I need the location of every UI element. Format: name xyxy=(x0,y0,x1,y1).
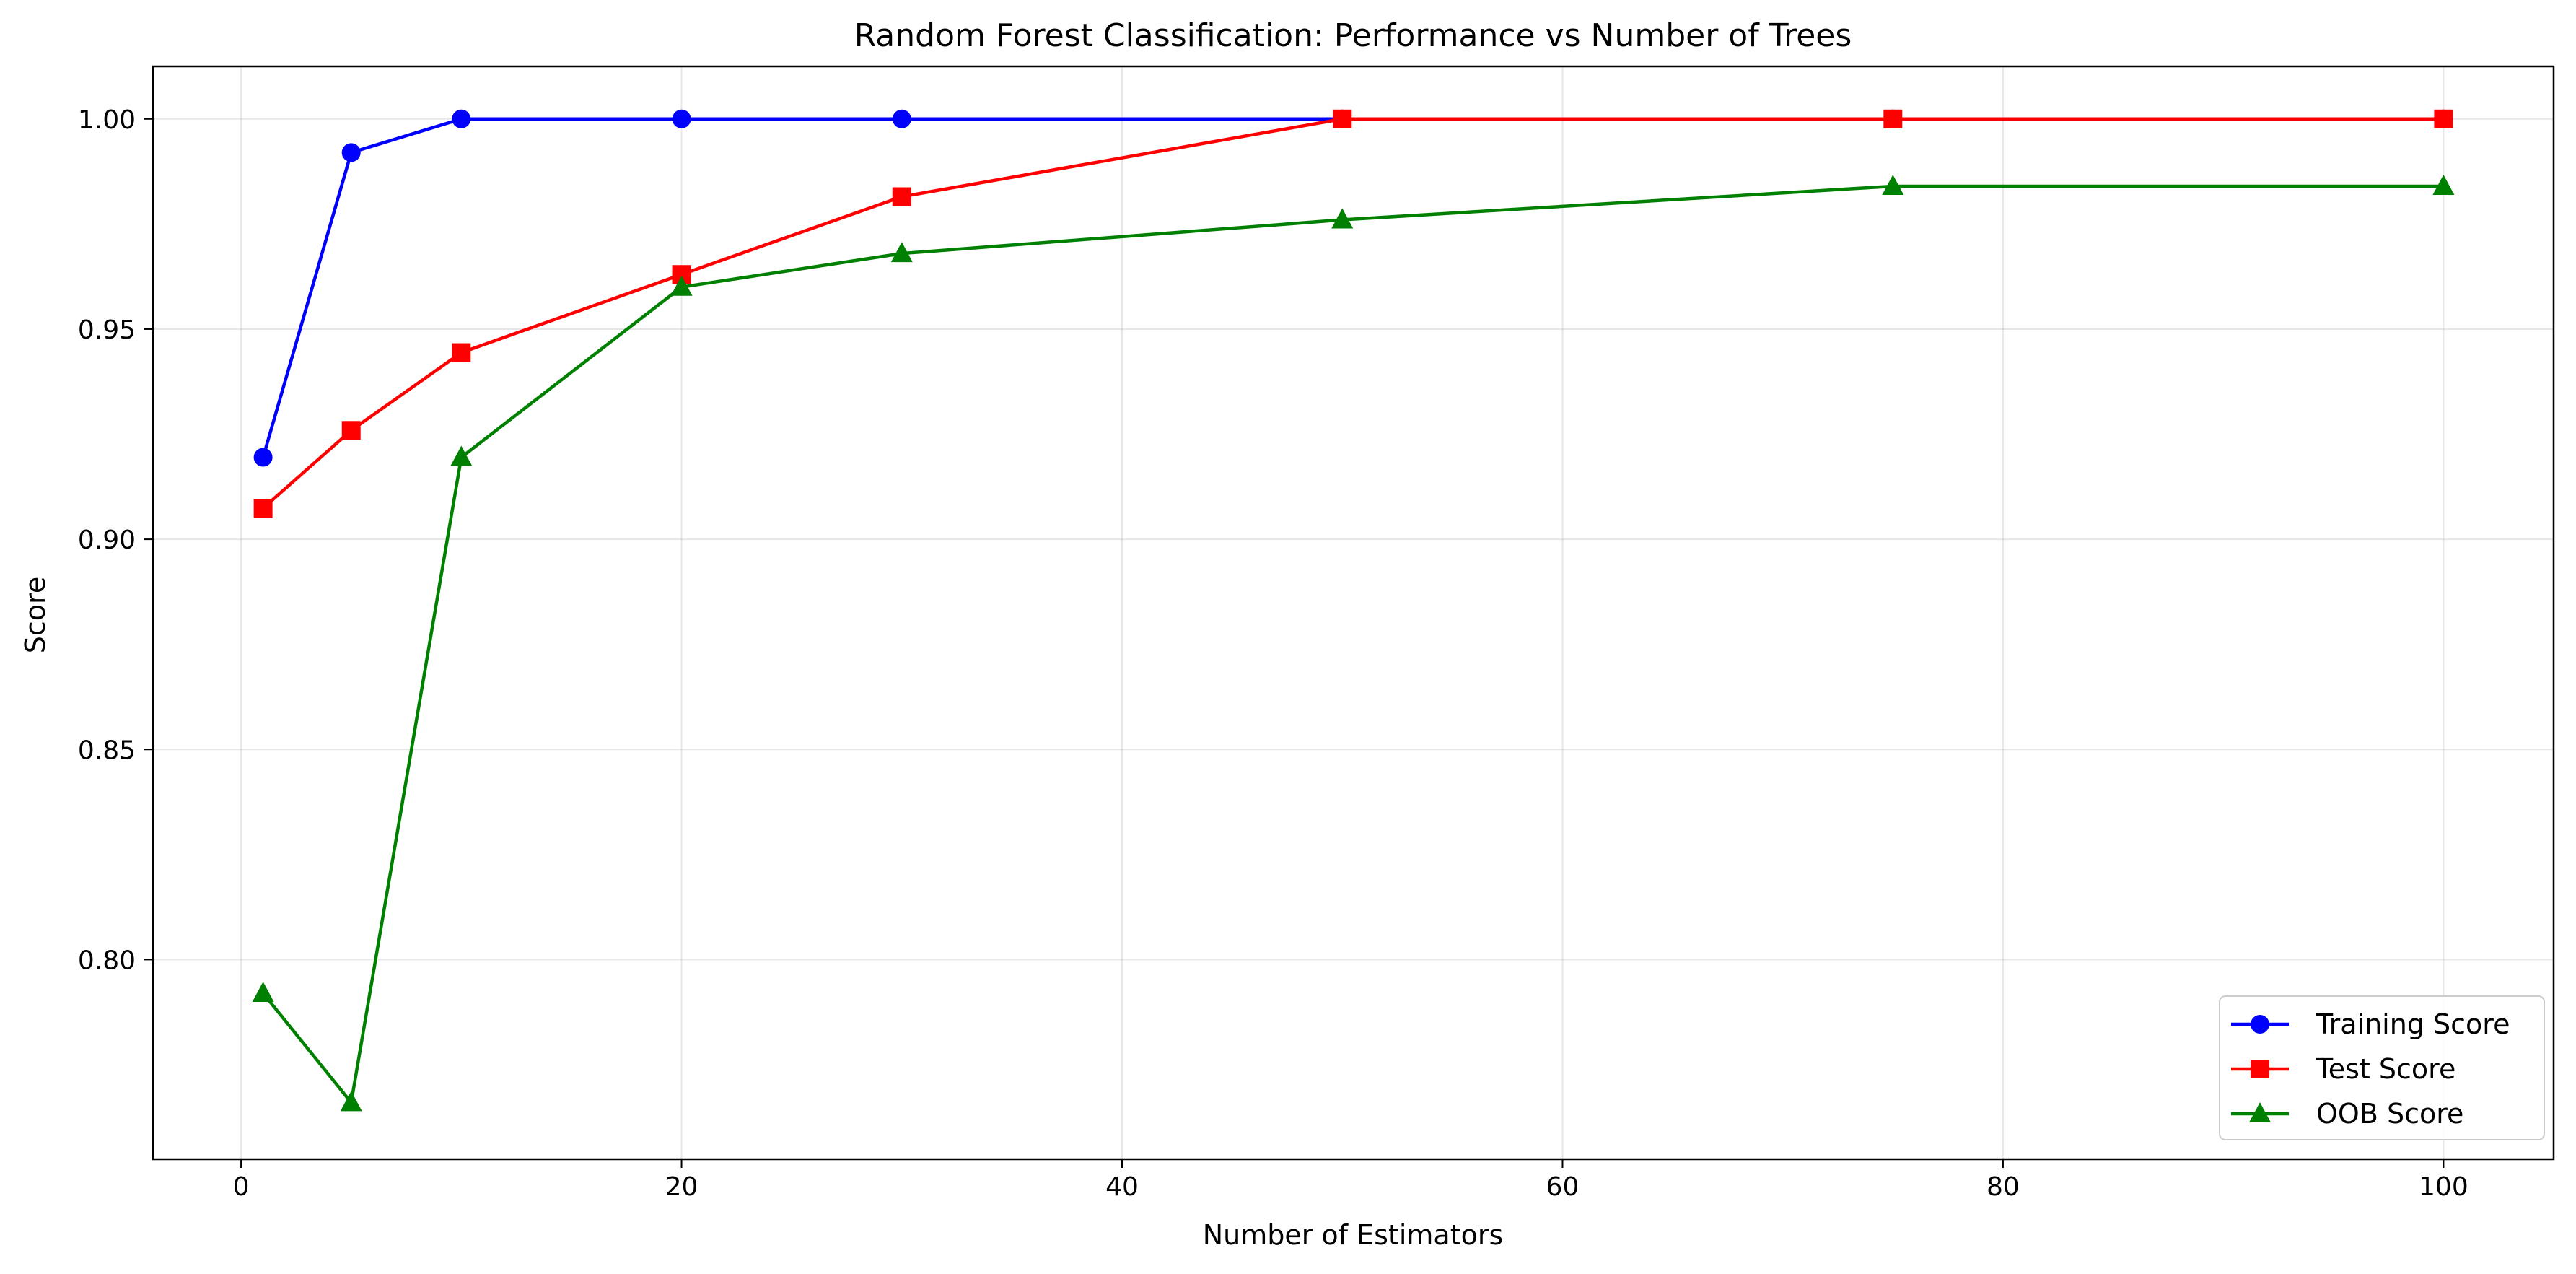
data-point xyxy=(253,448,273,467)
y-axis-label: Score xyxy=(19,577,51,653)
data-point xyxy=(1333,109,1352,128)
legend-label: Test Score xyxy=(2316,1053,2455,1085)
data-point xyxy=(670,275,693,296)
legend-item: Training Score xyxy=(2231,1008,2510,1040)
series-line xyxy=(262,117,2444,510)
legend: Training Score Test Score OOB Score xyxy=(2219,995,2545,1140)
legend-marker xyxy=(2251,1015,2269,1034)
legend-item: OOB Score xyxy=(2231,1098,2463,1130)
x-tick-label: 60 xyxy=(1546,1172,1580,1202)
x-tick-label: 80 xyxy=(1986,1172,2020,1202)
y-tick-label: 1.00 xyxy=(78,105,136,135)
data-point xyxy=(253,499,273,518)
data-point xyxy=(2432,174,2455,195)
y-tick-label: 0.90 xyxy=(78,525,136,555)
plot-series xyxy=(252,109,2455,1112)
data-point xyxy=(2434,109,2453,128)
legend-marker xyxy=(2249,1102,2271,1122)
data-point xyxy=(450,445,473,466)
axis-ticks: 0 20 40 60 80 100 0.80 0.85 0.90 0.95 1.00 xyxy=(78,105,2468,1202)
x-axis-label: Number of Estimators xyxy=(1203,1219,1504,1251)
data-point xyxy=(341,143,361,162)
data-point xyxy=(340,1091,362,1112)
y-tick-label: 0.95 xyxy=(78,315,136,345)
data-point xyxy=(890,242,913,263)
series-line xyxy=(261,184,2444,1104)
plot-area-frame xyxy=(152,65,2555,1161)
legend-item: Test Score xyxy=(2231,1053,2455,1085)
data-point xyxy=(892,109,911,128)
data-point xyxy=(892,187,911,206)
data-point xyxy=(1882,174,1904,195)
series-3 xyxy=(252,174,2455,1112)
data-point xyxy=(1331,208,1354,229)
legend-label: Training Score xyxy=(2316,1008,2510,1040)
y-tick-label: 0.80 xyxy=(78,946,136,975)
legend-marker xyxy=(2251,1060,2269,1078)
x-tick-label: 100 xyxy=(2419,1172,2468,1202)
data-point xyxy=(252,981,274,1002)
data-point xyxy=(452,109,471,128)
x-tick-label: 0 xyxy=(233,1172,250,1202)
series-2 xyxy=(253,109,2453,518)
y-tick-label: 0.85 xyxy=(78,736,136,765)
data-point xyxy=(452,343,471,362)
x-tick-label: 40 xyxy=(1105,1172,1139,1202)
data-point xyxy=(1883,109,1903,128)
x-tick-label: 20 xyxy=(665,1172,698,1202)
legend-box xyxy=(2219,995,2545,1140)
data-point xyxy=(672,109,691,128)
legend-label: OOB Score xyxy=(2316,1098,2463,1130)
data-point xyxy=(341,421,361,440)
chart-title: Random Forest Classification: Performanc… xyxy=(854,17,1852,54)
